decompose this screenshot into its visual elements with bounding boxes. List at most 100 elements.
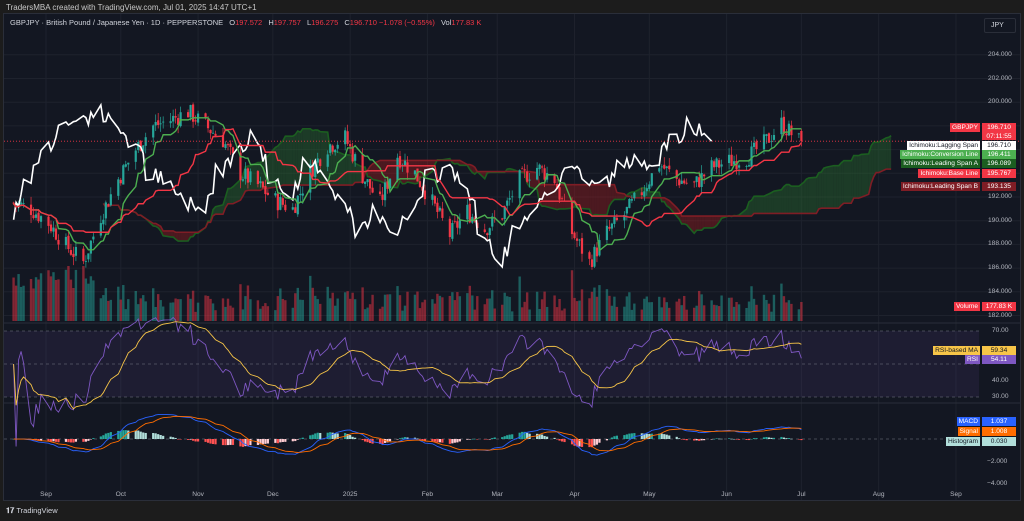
candle <box>211 125 215 134</box>
candle <box>311 159 314 178</box>
histogram-bar <box>244 439 247 447</box>
time-tick-label: Jul <box>797 491 806 498</box>
histogram-bar <box>665 434 668 439</box>
volume-bar <box>745 308 748 321</box>
histogram-bar <box>364 439 367 442</box>
cloud-segment <box>699 216 702 231</box>
candle-body <box>752 142 756 147</box>
candle-body <box>555 183 559 189</box>
price-tick-label: 200.000 <box>988 98 1012 106</box>
volume-bar <box>680 305 683 321</box>
volume-bar <box>483 304 486 321</box>
price-tick-label: 182.000 <box>988 311 1012 319</box>
candle-body <box>703 174 706 177</box>
volume-bar <box>663 297 666 321</box>
candle-body <box>309 164 312 193</box>
histogram-bar <box>493 437 496 439</box>
candle <box>259 176 262 188</box>
histogram-bar <box>261 439 264 444</box>
candle-body <box>279 196 282 210</box>
candle-body <box>57 239 60 245</box>
volume-bar <box>171 302 175 321</box>
histogram-bar <box>169 436 172 439</box>
cloud-segment <box>564 184 573 209</box>
macd-label-0-value: 1.037 <box>982 417 1016 426</box>
candle-body <box>264 185 267 195</box>
candle <box>770 135 773 148</box>
candle <box>104 200 107 226</box>
candle-body <box>658 168 661 172</box>
volume-bar <box>69 279 73 321</box>
candle-body <box>628 199 631 209</box>
histogram-bar <box>563 439 566 443</box>
candle-body <box>782 116 786 134</box>
volume-bar <box>204 295 207 321</box>
candle-body <box>698 177 701 187</box>
volume-bar <box>710 300 713 321</box>
volume-bar <box>249 299 252 321</box>
candle <box>249 168 252 186</box>
candle <box>92 231 95 244</box>
volume-bar <box>67 266 70 321</box>
histogram-bar <box>316 432 319 439</box>
volume-bar <box>276 296 280 321</box>
volume-bar <box>797 309 801 321</box>
histogram-bar <box>249 439 252 446</box>
cloud-segment <box>704 216 712 228</box>
logo-icon: 𝟏𝟕 <box>6 506 15 515</box>
chart-panel[interactable]: GBPJPY · British Pound / Japanese Yen · … <box>3 13 1021 501</box>
volume-bar <box>37 279 40 321</box>
cloud-segment <box>419 160 423 178</box>
candle <box>159 116 162 132</box>
volume-bar <box>22 285 25 321</box>
candle-body <box>117 179 120 196</box>
volume-bar <box>431 299 434 321</box>
volume-bar <box>264 303 267 321</box>
volume-bar <box>124 309 127 321</box>
histogram-bar <box>588 439 591 448</box>
volume-bar <box>772 294 776 321</box>
histogram-bar <box>117 430 120 439</box>
candle-body <box>486 233 489 236</box>
volume-bar <box>54 279 58 321</box>
candle-body <box>458 220 461 229</box>
rsi-tick-label: 70.00 <box>992 327 1009 334</box>
histogram-bar <box>92 438 95 439</box>
volume-bar <box>643 298 646 321</box>
candle <box>538 163 541 176</box>
cloud-segment <box>816 172 819 214</box>
volume-bar <box>368 304 372 321</box>
candle-body <box>244 168 247 179</box>
tradingview-logo[interactable]: 𝟏𝟕 TradingView <box>6 506 58 516</box>
cloud-segment <box>808 177 817 214</box>
histogram-bar <box>266 439 269 444</box>
histogram-bar <box>351 436 354 439</box>
high-value: 197.757 <box>273 18 301 27</box>
candle <box>22 198 25 208</box>
volume-bar <box>610 305 614 321</box>
cloud-segment <box>853 155 857 199</box>
cloud-segment <box>783 184 787 214</box>
candle <box>229 140 232 155</box>
histogram-bar <box>476 439 479 440</box>
volume-bar <box>732 306 736 321</box>
candle <box>84 255 87 268</box>
volume-bar <box>700 294 703 321</box>
candle-body <box>613 216 616 224</box>
candle <box>765 133 768 144</box>
histogram-bar <box>762 437 766 439</box>
volume-bar <box>378 308 382 321</box>
histogram-bar <box>545 436 549 439</box>
candle <box>780 110 783 143</box>
candle-body <box>436 202 439 212</box>
price-tick-label: 188.000 <box>988 240 1012 248</box>
conversion-line <box>13 117 802 252</box>
cloud-segment <box>581 184 590 210</box>
candle-body <box>720 164 723 167</box>
chart-canvas[interactable] <box>4 14 1021 501</box>
volume-bar <box>715 305 718 321</box>
currency-button[interactable]: JPY <box>984 18 1016 33</box>
candle-body <box>291 207 294 210</box>
candle <box>787 120 791 137</box>
candle-body <box>276 193 279 211</box>
